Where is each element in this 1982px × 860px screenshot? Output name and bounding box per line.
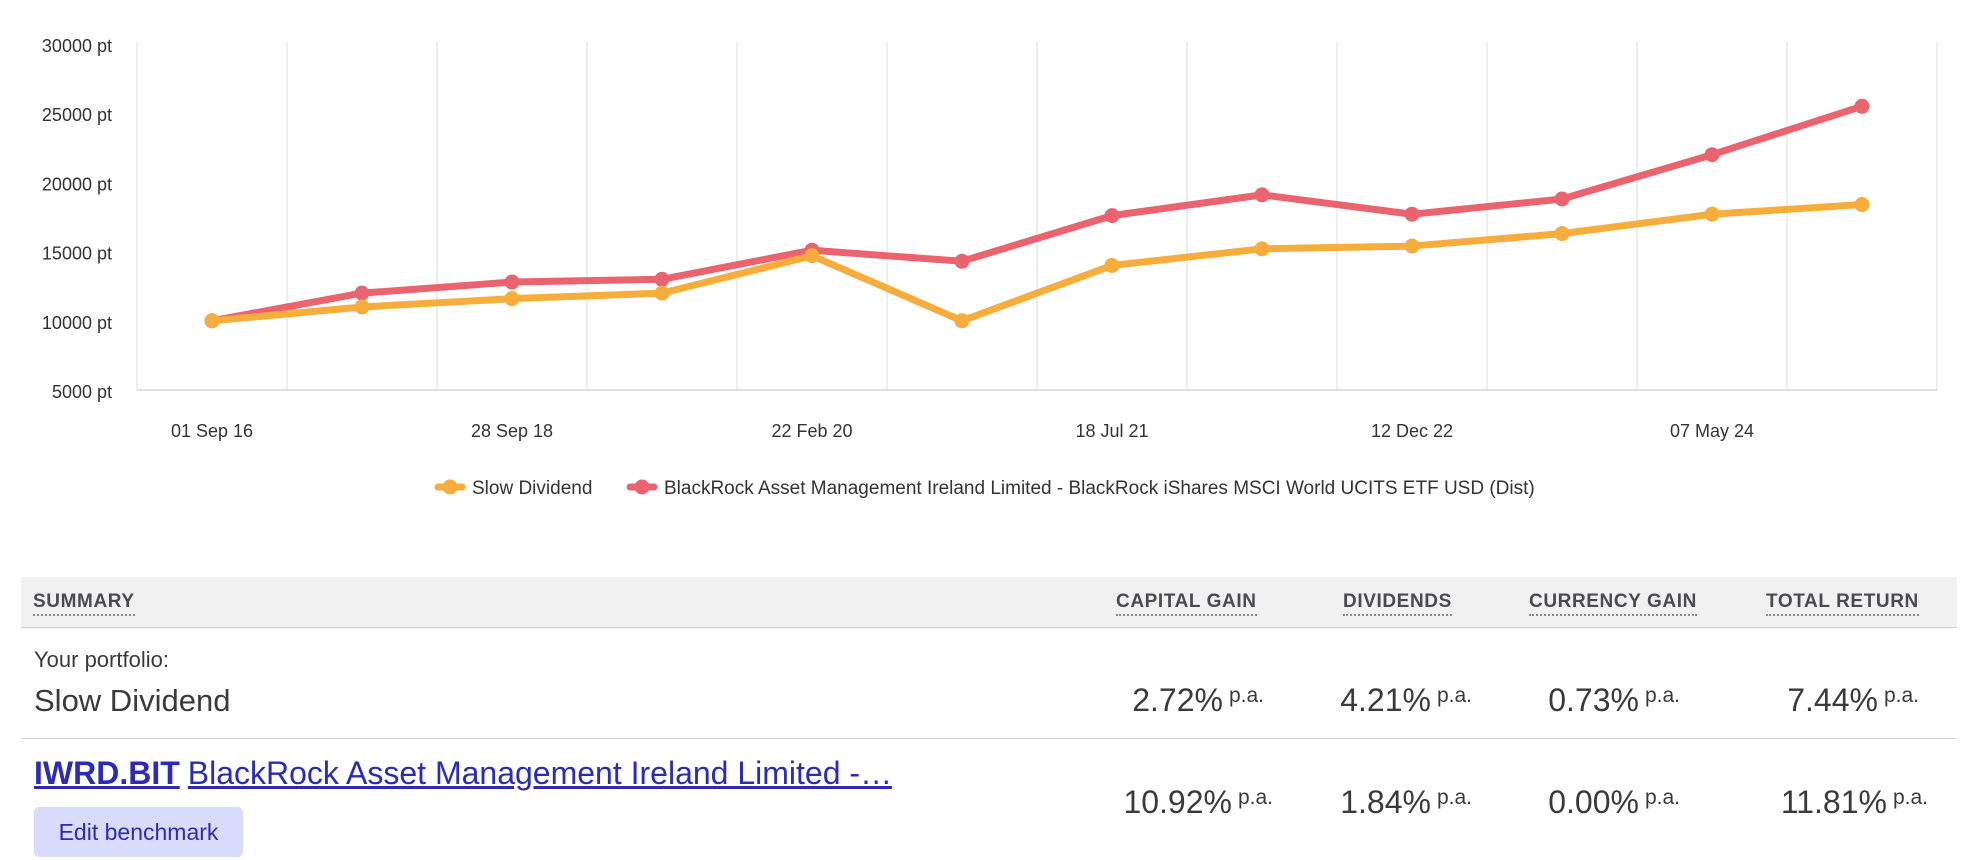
legend-item-1: BlackRock Asset Management Ireland Limit…	[626, 478, 1535, 499]
data-point	[354, 285, 370, 301]
x-tick-label: 12 Dec 22	[1371, 421, 1453, 441]
chart-grid	[136, 42, 1938, 391]
data-point	[1254, 187, 1270, 203]
y-tick-label: 15000 pt	[42, 244, 112, 264]
benchmark-dividends: 1.84% p.a.	[1340, 784, 1472, 820]
data-point	[1854, 98, 1870, 114]
data-point	[1104, 208, 1120, 224]
portfolio-row: Your portfolio: Slow Dividend 2.72% p.a. …	[21, 628, 1957, 739]
y-axis: 30000 pt 25000 pt 20000 pt 15000 pt 10000 pt…	[42, 36, 112, 402]
x-tick-label: 01 Sep 16	[171, 421, 253, 441]
legend-marker	[634, 479, 650, 495]
data-point	[1854, 197, 1870, 213]
benchmark-capital-gain: 10.92% p.a.	[1123, 784, 1273, 820]
legend-label: Slow Dividend	[472, 478, 592, 499]
portfolio-currency-gain: 0.73% p.a.	[1548, 682, 1680, 718]
x-axis: 01 Sep 16 28 Sep 18 22 Feb 20 18 Jul 21 12 D…	[171, 421, 1754, 441]
header-currency-gain[interactable]: CURRENCY GAIN	[1529, 591, 1697, 616]
benchmark-name-link[interactable]: BlackRock Asset Management Ireland Limit…	[187, 755, 893, 791]
y-tick-label: 5000 pt	[52, 382, 112, 402]
data-point	[354, 299, 370, 315]
data-point	[954, 253, 970, 269]
y-tick-label: 30000 pt	[42, 36, 112, 56]
portfolio-name: Slow Dividend	[34, 683, 231, 718]
portfolio-capital-gain: 2.72% p.a.	[1132, 682, 1264, 718]
benchmark-title: IWRD.BIT BlackRock Asset Management Irela…	[34, 755, 892, 792]
data-point	[654, 285, 670, 301]
header-dividends[interactable]: DIVIDENDS	[1343, 591, 1452, 616]
data-point	[1104, 257, 1120, 273]
data-point	[204, 313, 220, 329]
series-line	[208, 201, 1866, 325]
y-tick-label: 20000 pt	[42, 174, 112, 194]
y-tick-label: 25000 pt	[42, 105, 112, 125]
chart-series	[204, 98, 1870, 329]
data-point	[1704, 147, 1720, 163]
series-0	[204, 197, 1870, 329]
legend-marker	[442, 479, 458, 495]
data-point	[1404, 206, 1420, 222]
data-point	[1704, 206, 1720, 222]
summary-table: SUMMARY CAPITAL GAIN DIVIDENDS CURRENCY …	[21, 577, 1957, 859]
series-line	[208, 102, 1866, 325]
header-summary[interactable]: SUMMARY	[33, 591, 135, 616]
performance-chart: 30000 pt 25000 pt 20000 pt 15000 pt 10000 pt…	[42, 36, 1938, 499]
legend-item-0: Slow Dividend	[434, 478, 592, 499]
x-tick-label: 22 Feb 20	[771, 421, 852, 441]
data-point	[1404, 238, 1420, 254]
data-point	[504, 291, 520, 307]
header-capital-gain[interactable]: CAPITAL GAIN	[1116, 591, 1257, 616]
x-tick-label: 07 May 24	[1670, 421, 1754, 441]
data-point	[1254, 241, 1270, 257]
portfolio-dividends: 4.21% p.a.	[1340, 682, 1472, 718]
data-point	[1554, 191, 1570, 207]
benchmark-row: IWRD.BIT BlackRock Asset Management Irela…	[21, 739, 1957, 859]
benchmark-currency-gain: 0.00% p.a.	[1548, 784, 1680, 820]
data-point	[1554, 226, 1570, 242]
header-total-return[interactable]: TOTAL RETURN	[1766, 591, 1919, 616]
x-tick-label: 18 Jul 21	[1075, 421, 1148, 441]
summary-header: SUMMARY CAPITAL GAIN DIVIDENDS CURRENCY …	[21, 577, 1957, 628]
data-point	[804, 248, 820, 264]
data-point	[954, 313, 970, 329]
x-tick-label: 28 Sep 18	[471, 421, 553, 441]
benchmark-ticker-link[interactable]: IWRD.BIT	[34, 755, 180, 791]
y-tick-label: 10000 pt	[42, 313, 112, 333]
legend-label: BlackRock Asset Management Ireland Limit…	[664, 478, 1535, 499]
data-point	[504, 274, 520, 290]
data-point	[654, 271, 670, 287]
portfolio-total-return: 7.44% p.a.	[1787, 682, 1919, 718]
chart-legend: Slow Dividend BlackRock Asset Management …	[434, 478, 1535, 499]
benchmark-total-return: 11.81% p.a.	[1780, 784, 1928, 820]
portfolio-label: Your portfolio:	[34, 647, 169, 672]
edit-benchmark-button[interactable]: Edit benchmark	[34, 807, 243, 857]
